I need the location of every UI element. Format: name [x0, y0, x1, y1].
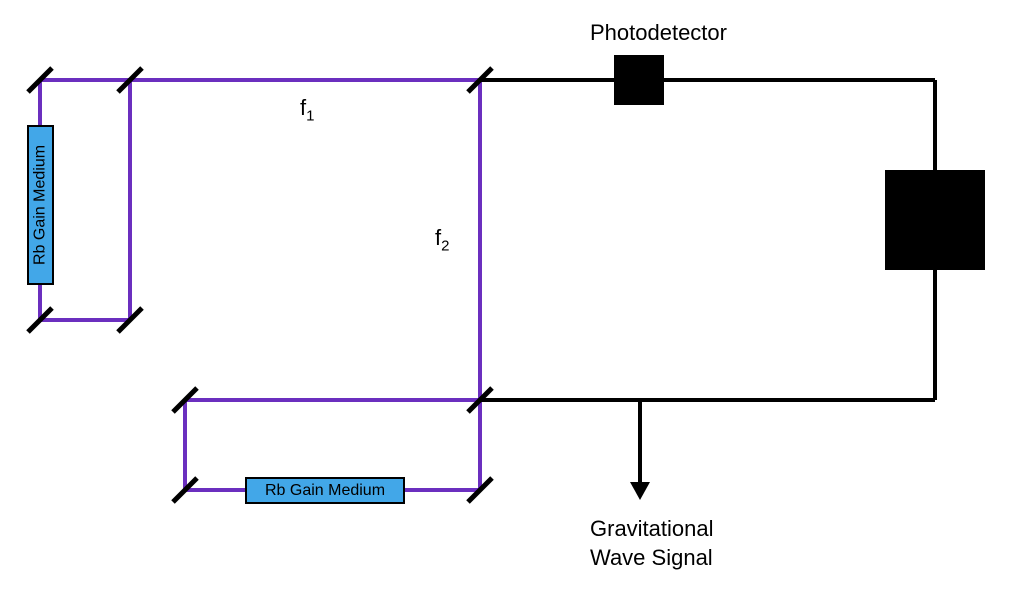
diagram-svg — [0, 0, 1024, 597]
f2-label: f2 — [435, 225, 449, 254]
f1-label: f1 — [300, 95, 314, 124]
gw-signal-label: Gravitational Wave Signal — [590, 515, 714, 572]
photodetector-label: Photodetector — [590, 20, 727, 46]
rb-medium-label-v: Rb Gain Medium — [32, 145, 50, 265]
rb-medium-label-h: Rb Gain Medium — [265, 482, 385, 500]
rb-medium-vertical: Rb Gain Medium — [27, 125, 54, 285]
signal-arrowhead — [630, 482, 650, 500]
processing-box — [885, 170, 985, 270]
optical-diagram: Rb Gain Medium Rb Gain Medium Photodetec… — [0, 0, 1024, 597]
photodetector-box — [614, 55, 664, 105]
rb-medium-horizontal: Rb Gain Medium — [245, 477, 405, 504]
